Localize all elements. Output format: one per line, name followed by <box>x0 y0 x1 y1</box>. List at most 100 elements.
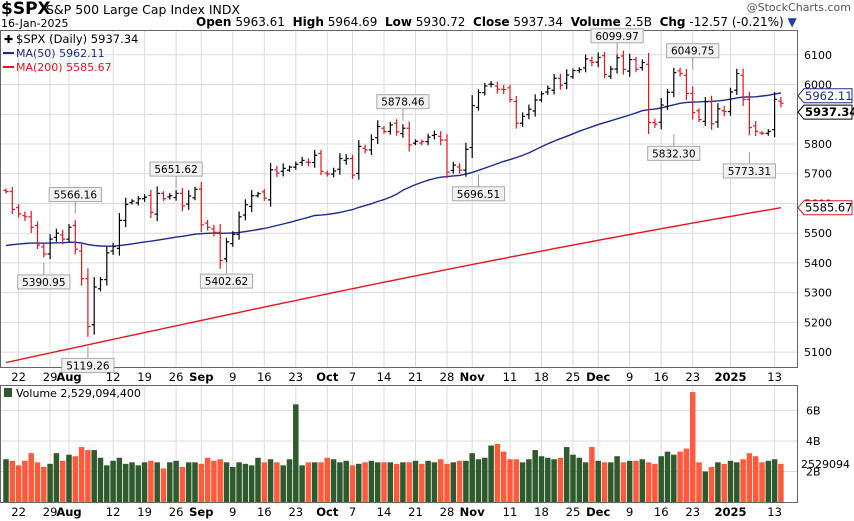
volume-last-label: 2529094 <box>801 458 850 471</box>
price-x-tick-label: Dec <box>586 370 610 384</box>
price-tick-label: 5300 <box>804 287 832 300</box>
volume-bar <box>482 457 488 502</box>
volume-bar <box>141 462 148 502</box>
volume-bar <box>255 457 261 502</box>
ohlc-bar <box>400 124 406 138</box>
volume-bar <box>778 463 784 502</box>
volume-bar <box>513 459 520 502</box>
ohlc-bar <box>520 112 526 128</box>
volume-bar <box>299 465 305 502</box>
annotation-label: 5119.26 <box>66 360 110 372</box>
price-legend: ✚ $SPX (Daily) 5937.34 MA(50) 5962.11 MA… <box>3 32 138 74</box>
ohlc-bar <box>633 56 639 73</box>
ohlc-bar <box>538 91 545 103</box>
volume-bar <box>425 460 431 502</box>
volume-x-tick-label: 9 <box>626 505 633 519</box>
volume-plot-frame <box>0 385 798 503</box>
ma50-line <box>5 92 781 247</box>
volume-bar <box>129 462 135 502</box>
volume-bar <box>677 451 683 502</box>
volume-bar <box>589 447 595 502</box>
ohlc-bar <box>110 242 116 255</box>
close-last-tag: 5937.34 <box>797 104 854 120</box>
ohlc-bar <box>595 52 601 68</box>
volume-x-tick-label: Nov <box>460 505 486 519</box>
ohlc-bar <box>268 162 274 207</box>
ohlc-bar <box>715 103 721 128</box>
ohlc-bar <box>104 246 110 286</box>
volume-bar <box>198 463 205 502</box>
ohlc-bar <box>583 54 589 73</box>
ohlc-bar <box>589 56 595 67</box>
price-x-tick-label: 22 <box>11 370 26 384</box>
annotation-box <box>376 94 430 110</box>
ohlc-bar <box>450 161 456 174</box>
ohlc-bar <box>646 52 652 134</box>
volume-bar <box>412 460 419 502</box>
price-annotation: 6099.97 <box>590 28 644 55</box>
price-tick-label: 6000 <box>804 79 832 92</box>
ohlc-bar <box>677 67 683 77</box>
price-annotation: 5390.95 <box>17 262 71 290</box>
volume-bar <box>759 462 765 502</box>
price-x-tick-label: Nov <box>460 370 486 384</box>
volume-bar <box>330 459 337 502</box>
volume-x-tick-label: 12 <box>106 505 121 519</box>
volume-bar <box>223 462 230 502</box>
ohlc-bar <box>658 98 664 130</box>
volume-bar <box>192 462 198 502</box>
volume-bar <box>400 462 406 502</box>
price-x-tick-label: 25 <box>566 370 581 384</box>
volume-x-tick-label: 23 <box>685 505 700 519</box>
ohlc-bar <box>532 94 538 117</box>
ohlc-bar <box>457 163 463 174</box>
price-x-tick-label: 13 <box>767 370 782 384</box>
price-annotation: 5878.46 <box>376 94 430 121</box>
ohlc-bar <box>79 244 85 286</box>
volume-bar <box>356 463 362 502</box>
volume-bar <box>34 462 41 502</box>
exchange: INDX <box>208 2 241 17</box>
ohlc-bar <box>671 67 677 98</box>
ohlc-bar <box>368 134 374 156</box>
ohlc-bar <box>318 149 324 176</box>
symbol: $SPX <box>1 0 51 19</box>
volume-bar <box>204 457 211 502</box>
ohlc-bar <box>765 129 771 136</box>
volume-bar <box>608 462 614 502</box>
volume-tick-label: 4B <box>806 435 821 448</box>
legend-price: $SPX (Daily) 5937.34 <box>16 32 138 46</box>
volume-bar <box>280 465 286 502</box>
ohlc-bar <box>696 108 702 123</box>
volume-x-tick-label: 18 <box>534 505 549 519</box>
volume-bar <box>274 462 280 502</box>
low-value: 5930.72 <box>415 15 466 29</box>
ohlc-bar <box>727 87 734 116</box>
ohlc-bar <box>356 140 362 180</box>
volume-bar <box>664 451 671 502</box>
ohlc-bar <box>331 167 337 178</box>
ma50-last-tag-box <box>797 88 853 104</box>
volume-bar <box>230 466 236 502</box>
volume-bar <box>135 465 142 502</box>
volume-bar <box>614 456 620 502</box>
ohlc-bar <box>683 68 689 100</box>
ohlc-bar <box>274 165 280 178</box>
ohlc-bar <box>28 211 34 234</box>
annotation-label: 6049.75 <box>671 46 714 58</box>
legend-ma50: MA(50) 5962.11 <box>16 47 105 60</box>
ohlc-bar <box>551 73 557 95</box>
ohlc-bar <box>97 277 104 292</box>
volume-bar <box>97 457 104 502</box>
ohlc-bar <box>305 158 311 167</box>
annotation-label: 5566.16 <box>54 190 98 202</box>
volume-bar <box>59 460 66 502</box>
ohlc-bar <box>412 139 419 146</box>
price-annotations: 5566.16 5390.95 5119.26 5651.62 5402.62 5878.… <box>17 28 776 373</box>
ohlc-bar <box>469 95 475 159</box>
ohlc-bar <box>160 191 167 201</box>
volume-y-axis: 2B 4B 6B 2529094 <box>801 404 850 478</box>
volume-bar <box>456 460 463 502</box>
ohlc-bar <box>230 231 236 247</box>
